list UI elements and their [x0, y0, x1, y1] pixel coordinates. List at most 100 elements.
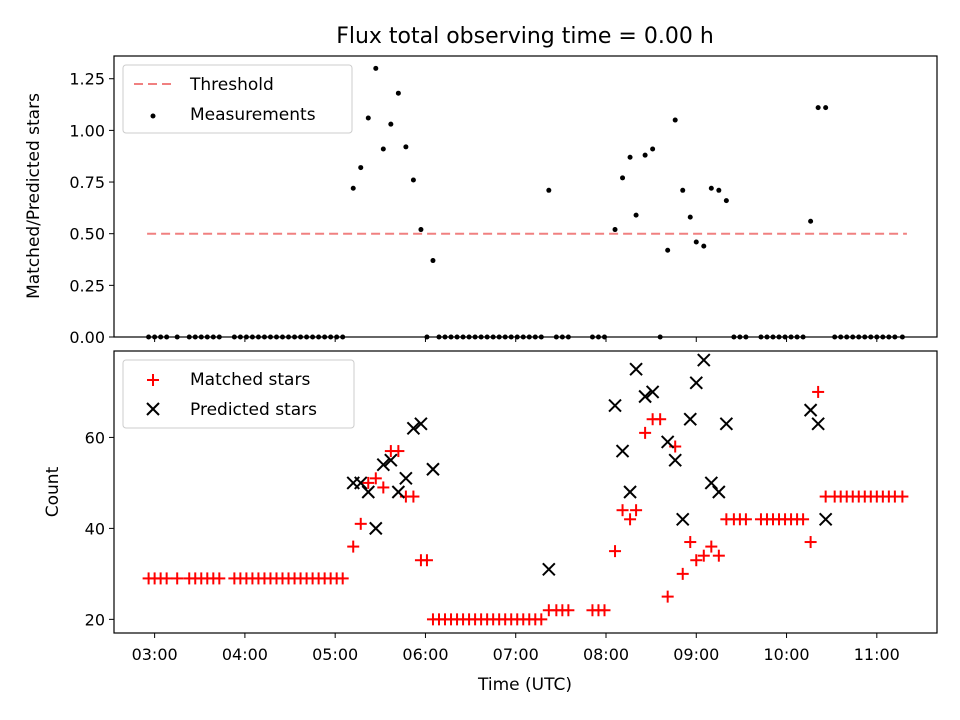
- measurement-point: [373, 65, 379, 71]
- matched-star-point: [598, 604, 611, 617]
- matched-star-point: [407, 490, 420, 503]
- measurement-point: [589, 334, 595, 340]
- top-y-tick-label: 0.25: [69, 276, 105, 295]
- predicted-star-point: [704, 476, 719, 490]
- measurement-point: [743, 334, 749, 340]
- predicted-star-point: [391, 485, 406, 499]
- measurement-point: [164, 334, 170, 340]
- measurement-point: [472, 334, 478, 340]
- measurement-point: [788, 334, 794, 340]
- measurement-point: [340, 334, 346, 340]
- measurement-point: [559, 334, 565, 340]
- predicted-star-point: [376, 458, 391, 472]
- matched-star-point: [661, 590, 674, 603]
- measurement-point: [304, 334, 310, 340]
- top-y-axis-label: Matched/Predicted stars: [24, 93, 44, 299]
- matched-star-point: [535, 613, 548, 626]
- measurement-point: [633, 212, 639, 218]
- predicted-star-point: [689, 376, 703, 390]
- top-y-tick-label: 0.75: [69, 173, 105, 192]
- measurement-point: [298, 334, 304, 340]
- measurement-point: [850, 334, 856, 340]
- predicted-star-point: [719, 417, 734, 431]
- measurement-point: [601, 334, 607, 340]
- legend-measurements-swatch: [150, 113, 156, 119]
- matched-star-point: [684, 536, 697, 549]
- matched-star-point: [213, 572, 226, 585]
- legend-measurements-label: Measurements: [190, 105, 316, 125]
- matched-star-point: [812, 385, 825, 398]
- measurement-point: [526, 334, 532, 340]
- matched-star-point: [616, 504, 629, 517]
- measurement-point: [642, 152, 648, 158]
- bottom-y-axis-label: Count: [43, 466, 63, 517]
- measurement-point: [152, 334, 158, 340]
- measurement-point: [292, 334, 298, 340]
- measurement-point: [770, 334, 776, 340]
- predicted-star-point: [623, 485, 637, 499]
- measurement-point: [899, 334, 905, 340]
- measurement-point: [737, 334, 743, 340]
- measurement-point: [328, 334, 334, 340]
- measurement-point: [146, 334, 152, 340]
- measurement-point: [490, 334, 496, 340]
- measurement-point: [204, 334, 210, 340]
- matched-star-point: [420, 554, 433, 567]
- measurement-point: [532, 334, 538, 340]
- measurement-point: [687, 214, 693, 220]
- top-legend: Threshold Measurements: [122, 64, 353, 134]
- predicted-star-point: [615, 444, 630, 458]
- measurement-point: [832, 334, 838, 340]
- predicted-star-point: [668, 453, 682, 467]
- measurement-point: [856, 334, 862, 340]
- measurement-point: [436, 334, 442, 340]
- top-panel: 0.00 0.25 0.50 0.75 1.00 1.25 Matched/Predict…: [24, 55, 938, 347]
- matched-star-point: [697, 549, 710, 562]
- predicted-star-point: [414, 417, 428, 431]
- matched-star-point: [171, 572, 184, 585]
- measurement-point: [158, 334, 164, 340]
- top-y-tick-label: 0.50: [69, 225, 105, 244]
- measurement-point: [388, 121, 394, 127]
- measurement-point: [273, 334, 279, 340]
- measurement-point: [454, 334, 460, 340]
- x-tick-label: 08:00: [583, 645, 629, 664]
- measurement-point: [782, 334, 788, 340]
- predicted-star-point: [811, 417, 825, 431]
- predicted-star-point: [542, 562, 556, 577]
- predicted-star-point: [645, 385, 660, 399]
- measurement-point: [844, 334, 850, 340]
- measurement-point: [868, 334, 874, 340]
- measurement-point: [723, 198, 729, 204]
- matched-star-point: [705, 540, 718, 553]
- x-tick-label: 03:00: [132, 645, 178, 664]
- measurement-point: [800, 334, 806, 340]
- measurement-point: [693, 239, 699, 245]
- top-y-tick-label: 1.00: [69, 121, 105, 140]
- predicted-star-point: [697, 353, 711, 367]
- measurement-point: [424, 334, 430, 340]
- measurement-point: [310, 334, 316, 340]
- bottom-points: [142, 353, 909, 626]
- bottom-legend-box: [122, 359, 355, 429]
- predicted-star-point: [361, 485, 375, 499]
- measurement-point: [350, 185, 356, 191]
- measurement-point: [186, 334, 192, 340]
- measurement-point: [395, 90, 401, 96]
- measurement-point: [216, 334, 222, 340]
- matched-star-point: [654, 413, 667, 426]
- matched-star-point: [362, 476, 375, 489]
- measurement-point: [286, 334, 292, 340]
- predicted-star-point: [638, 389, 652, 404]
- measurement-point: [442, 334, 448, 340]
- measurement-point: [874, 334, 880, 340]
- predicted-star-point: [406, 421, 421, 436]
- measurement-point: [508, 334, 514, 340]
- measurement-point: [466, 334, 472, 340]
- x-tick-label: 04:00: [222, 645, 268, 664]
- matched-star-point: [354, 517, 367, 530]
- predicted-star-point: [369, 521, 383, 536]
- measurement-point: [280, 334, 286, 340]
- bottom-y-tick-label: 60: [85, 428, 105, 447]
